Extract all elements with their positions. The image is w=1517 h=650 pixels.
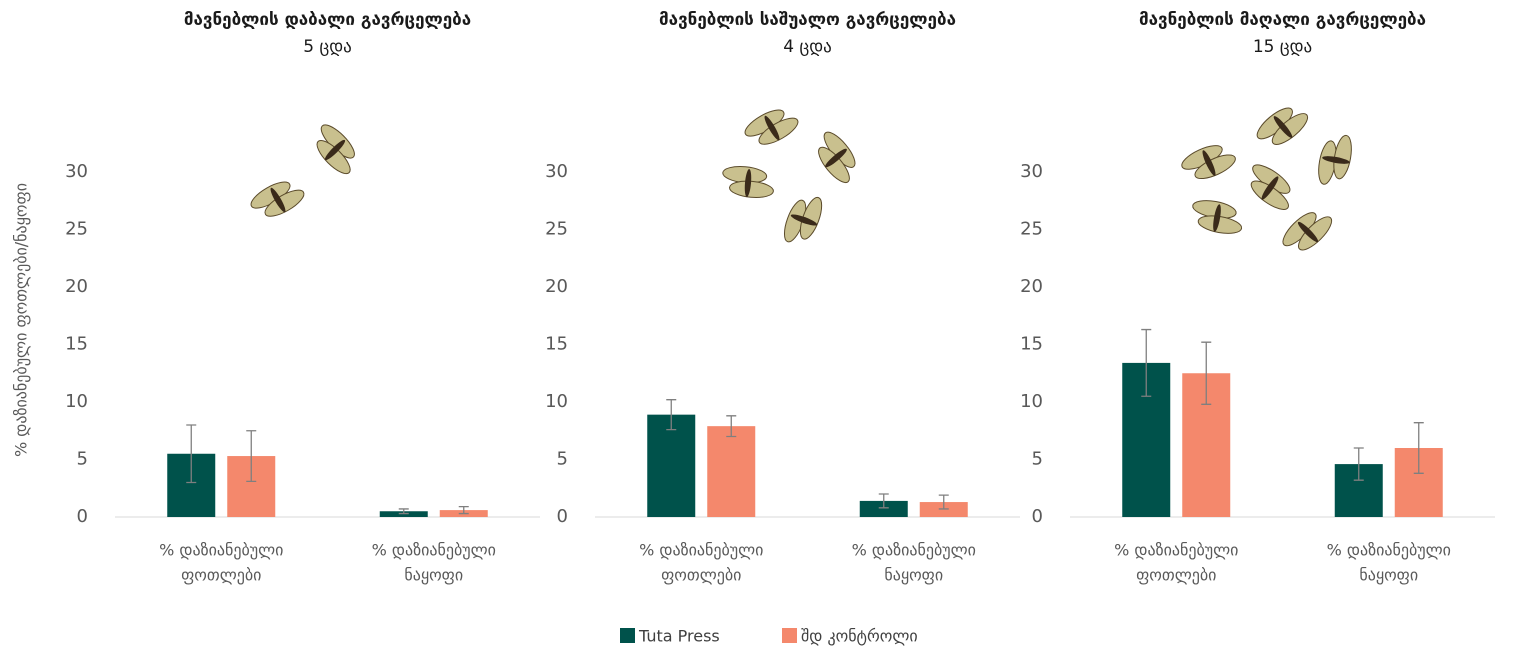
y-tick-label: 15 xyxy=(545,334,568,355)
x-tick-label: ნაყოფი xyxy=(1359,566,1418,585)
y-tick-label: 5 xyxy=(77,449,88,470)
legend-label: შდ კონტროლი xyxy=(801,627,918,646)
y-tick-label: 0 xyxy=(1032,506,1043,527)
legend-label: Tuta Press xyxy=(638,627,720,646)
x-tick-label: ნაყოფი xyxy=(404,566,463,585)
y-tick-label: 25 xyxy=(1020,219,1043,240)
x-tick-label: % დაზიანებული xyxy=(372,541,496,560)
x-tick-label: ფოთლები xyxy=(181,566,261,585)
chart-title: მავნებლის საშუალო გავრცელება xyxy=(659,10,956,30)
bar xyxy=(859,500,908,517)
y-tick-label: 30 xyxy=(1020,161,1043,182)
x-tick-label: % დაზიანებული xyxy=(852,541,976,560)
x-tick-label: % დაზიანებული xyxy=(1114,541,1238,560)
y-tick-label: 25 xyxy=(545,219,568,240)
y-tick-label: 5 xyxy=(557,449,568,470)
x-tick-label: ნაყოფი xyxy=(884,566,943,585)
y-tick-label: 25 xyxy=(65,219,88,240)
error-bar xyxy=(1413,422,1424,474)
y-tick-label: 0 xyxy=(557,506,568,527)
error-bar xyxy=(938,494,949,510)
error-bar xyxy=(726,415,737,438)
chart-subtitle: 15 ცდა xyxy=(1253,37,1312,57)
y-tick-label: 30 xyxy=(545,161,568,182)
legend-swatch xyxy=(782,628,797,643)
chart-subtitle: 5 ცდა xyxy=(303,37,351,57)
error-bar xyxy=(666,399,677,431)
y-tick-label: 10 xyxy=(65,391,88,412)
legend-swatch xyxy=(620,628,635,643)
error-bar xyxy=(398,508,409,515)
y-tick-label: 30 xyxy=(65,161,88,182)
x-tick-label: % დაზიანებული xyxy=(639,541,763,560)
chart-title: მავნებლის დაბალი გავრცელება xyxy=(184,10,471,30)
error-bar xyxy=(878,493,889,509)
y-axis-label: % დაზიანებული ფოთლები/ნაყოფი xyxy=(12,183,31,457)
error-bar xyxy=(1201,341,1212,405)
error-bar xyxy=(458,506,469,515)
y-tick-label: 5 xyxy=(1032,449,1043,470)
error-bar xyxy=(186,424,197,484)
y-tick-label: 20 xyxy=(545,276,568,297)
y-tick-label: 20 xyxy=(65,276,88,297)
y-tick-label: 20 xyxy=(1020,276,1043,297)
y-tick-label: 10 xyxy=(545,391,568,412)
bar xyxy=(647,414,696,517)
chart-title: მავნებლის მაღალი გავრცელება xyxy=(1139,10,1426,30)
x-tick-label: ფოთლები xyxy=(661,566,741,585)
error-bar xyxy=(1353,447,1364,481)
x-tick-label: ფოთლები xyxy=(1136,566,1216,585)
x-tick-label: % დაზიანებული xyxy=(1327,541,1451,560)
y-tick-label: 0 xyxy=(77,506,88,527)
y-tick-label: 15 xyxy=(1020,334,1043,355)
chart-subtitle: 4 ცდა xyxy=(783,37,831,57)
moth-illustration xyxy=(250,107,1352,251)
bar xyxy=(707,426,756,517)
error-bar xyxy=(246,430,257,482)
x-tick-label: % დაზიანებული xyxy=(159,541,283,560)
y-tick-label: 15 xyxy=(65,334,88,355)
y-tick-label: 10 xyxy=(1020,391,1043,412)
error-bar xyxy=(1141,328,1152,397)
